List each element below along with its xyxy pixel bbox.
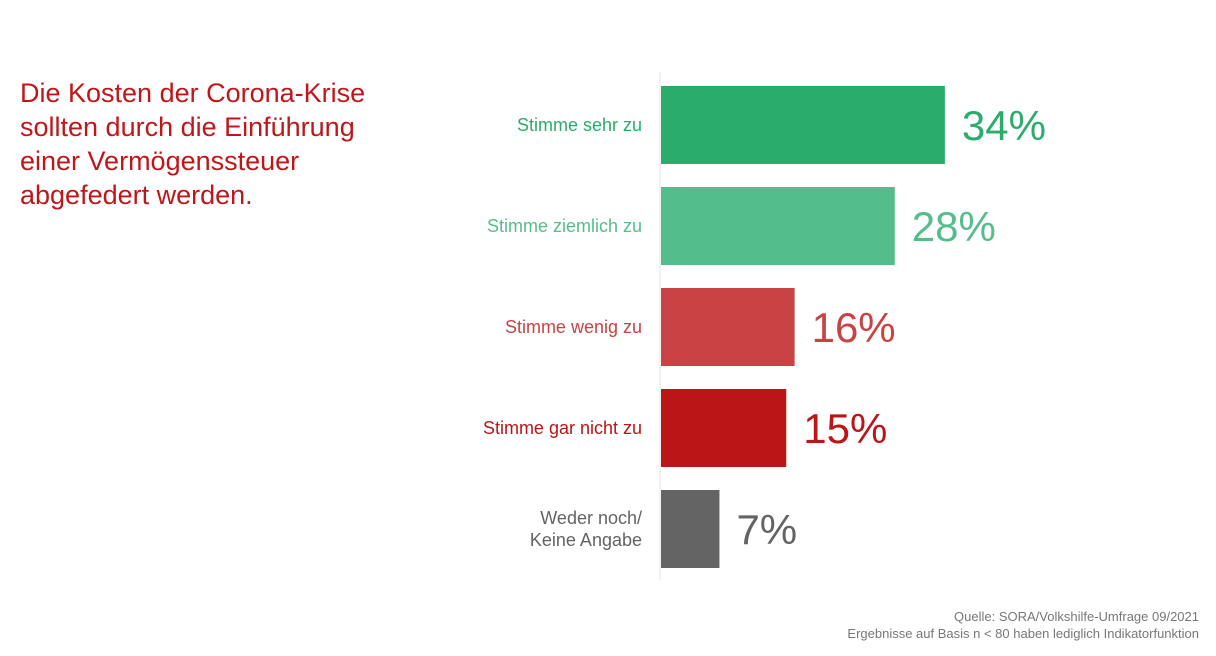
category-label-2: Stimme wenig zu <box>505 317 642 337</box>
category-label-1: Stimme ziemlich zu <box>487 216 642 236</box>
bar-2 <box>661 288 795 366</box>
source-line-1: Quelle: SORA/Volkshilfe-Umfrage 09/2021 <box>954 609 1199 624</box>
category-label-line: Stimme ziemlich zu <box>487 216 642 236</box>
category-label-line: Stimme wenig zu <box>505 317 642 337</box>
category-label-4: Weder noch/Keine Angabe <box>530 508 642 550</box>
value-label-4: 7% <box>736 506 797 553</box>
source-note: Quelle: SORA/Volkshilfe-Umfrage 09/2021 … <box>599 608 1199 642</box>
bar-4 <box>661 490 720 568</box>
value-label-3: 15% <box>803 405 887 452</box>
value-label-0: 34% <box>962 102 1046 149</box>
bar-3 <box>661 389 787 467</box>
source-line-2: Ergebnisse auf Basis n < 80 haben ledigl… <box>847 626 1199 641</box>
category-label-line: Stimme gar nicht zu <box>483 418 642 438</box>
value-label-1: 28% <box>912 203 996 250</box>
category-label-0: Stimme sehr zu <box>517 115 642 135</box>
category-label-3: Stimme gar nicht zu <box>483 418 642 438</box>
bars-group: 34% Stimme sehr zu 28% Stimme ziemlich zu 16… <box>483 86 1046 568</box>
category-label-line: Weder noch/ <box>540 508 642 528</box>
value-label-2: 16% <box>812 304 896 351</box>
category-label-line: Keine Angabe <box>530 530 642 550</box>
chart-title: Die Kosten der Corona-Krise sollten durc… <box>20 78 366 210</box>
category-label-line: Stimme sehr zu <box>517 115 642 135</box>
bar-0 <box>661 86 945 164</box>
bar-1 <box>661 187 895 265</box>
